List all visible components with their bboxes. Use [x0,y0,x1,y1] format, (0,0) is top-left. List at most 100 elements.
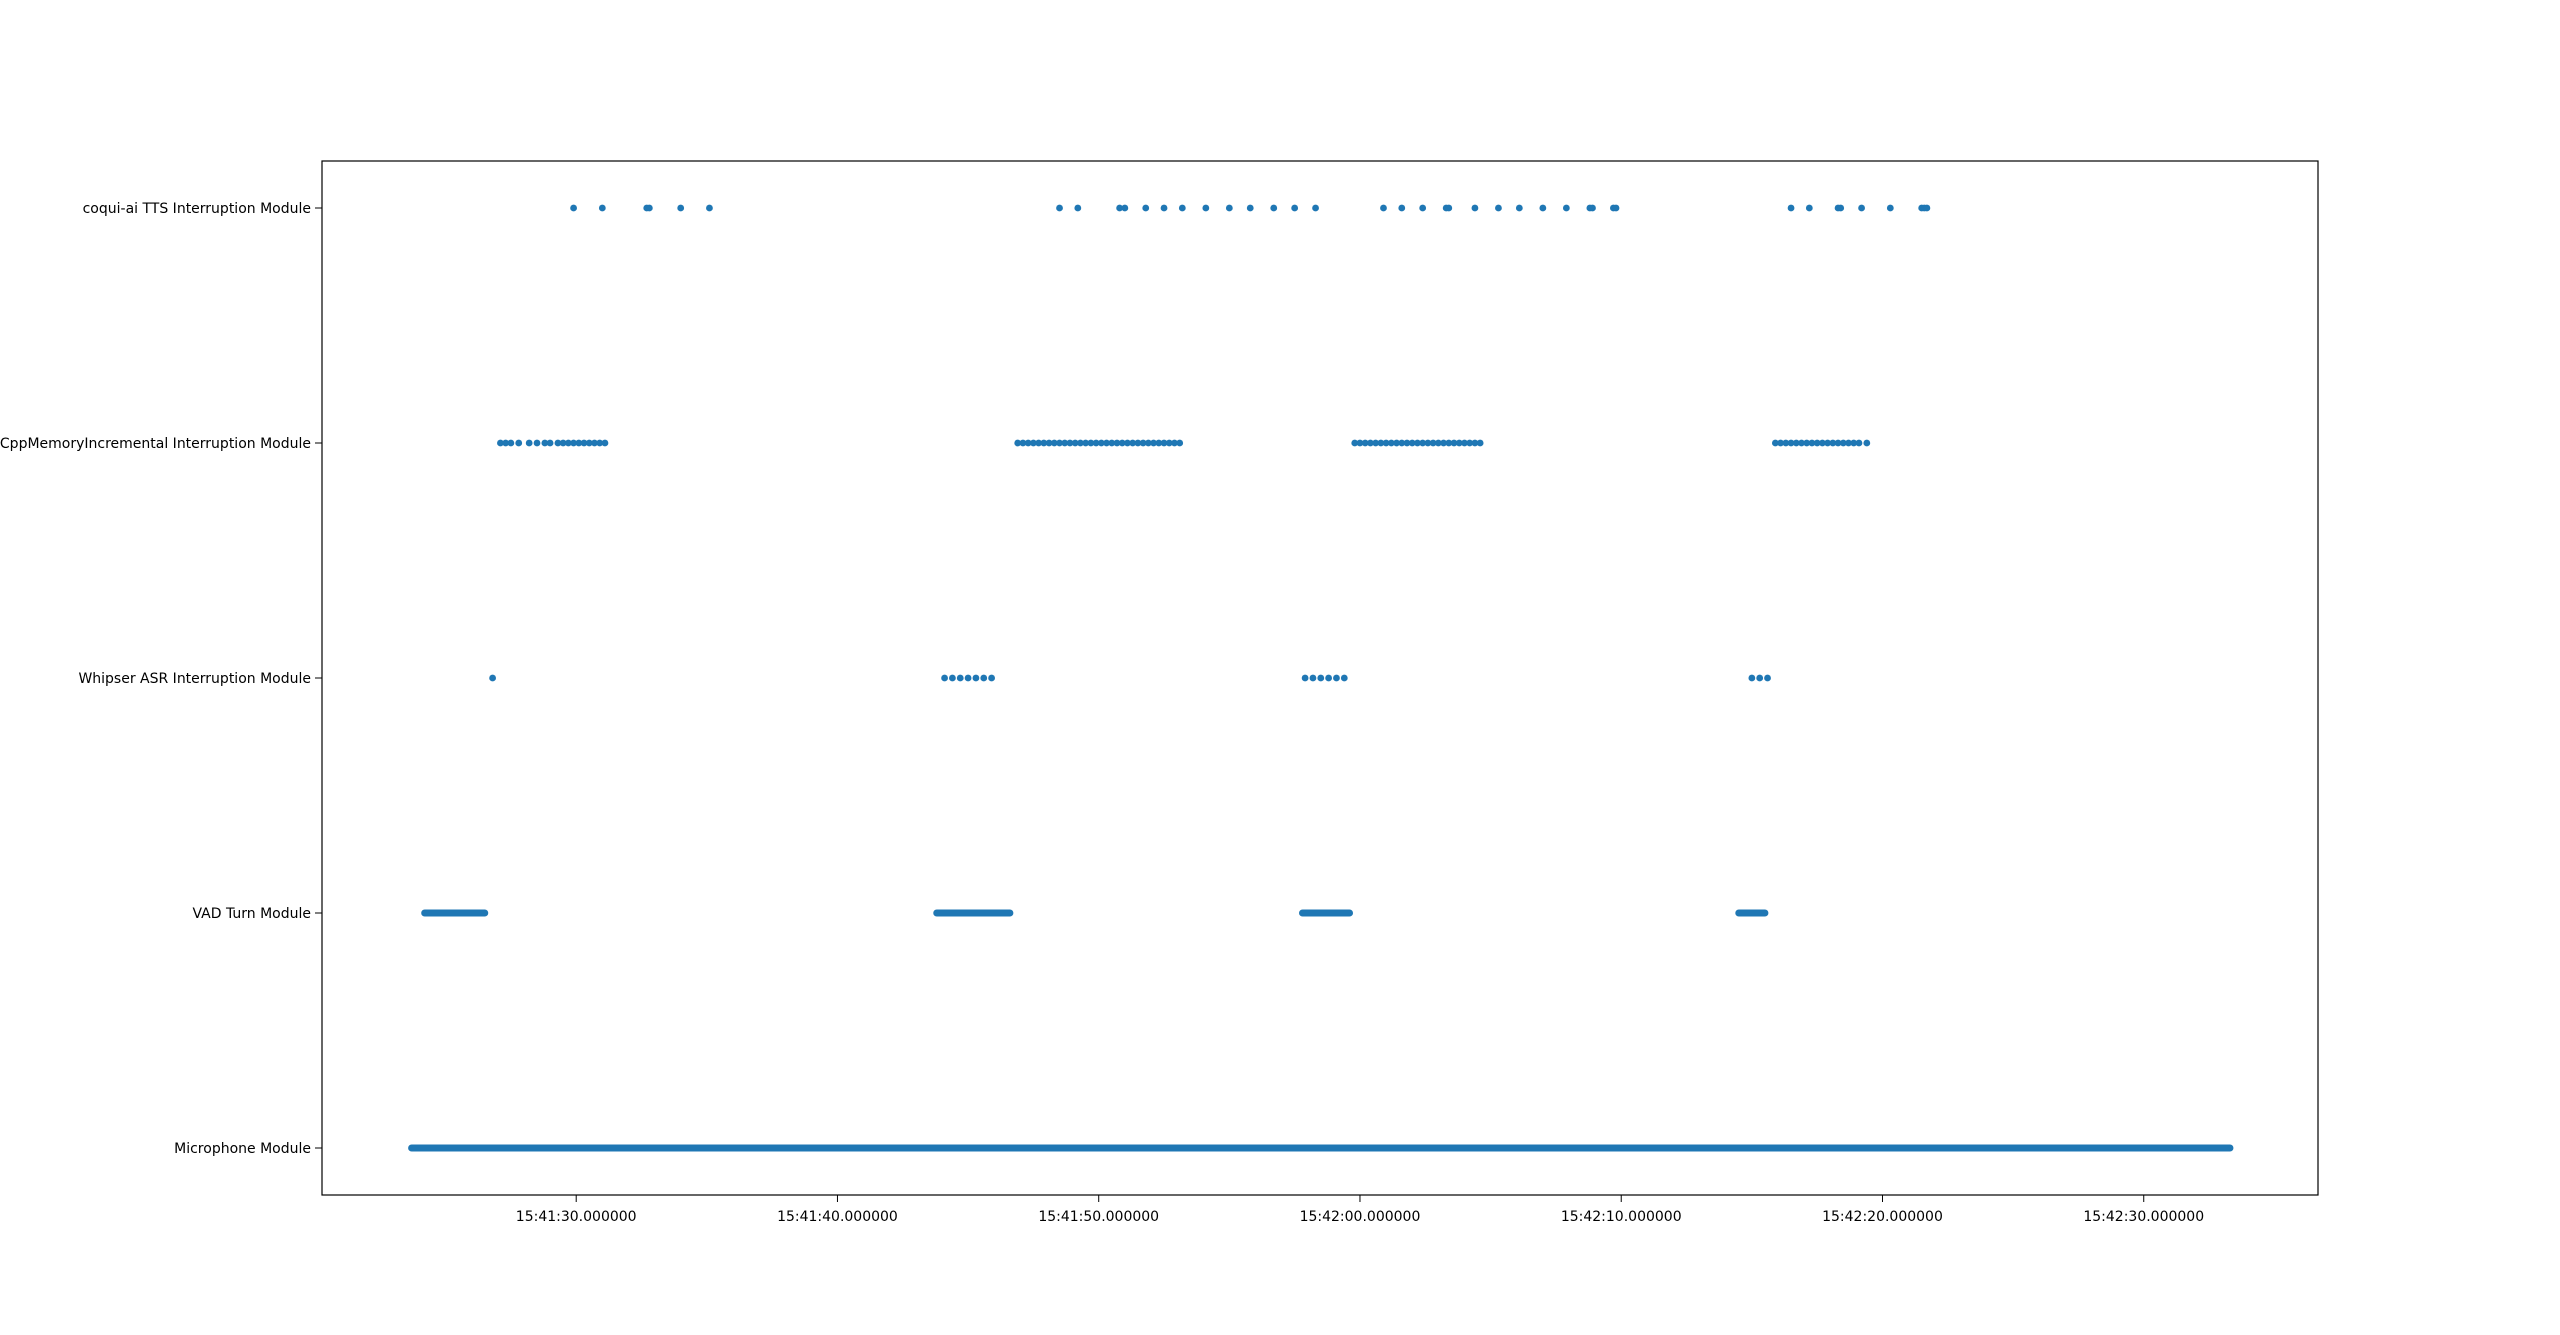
data-point [1756,674,1764,682]
data-point [1121,204,1129,212]
data-point [497,439,504,447]
y-tick-label: CppMemoryIncremental Interruption Module [0,436,311,452]
data-point [988,674,996,682]
data-point [1837,204,1845,212]
data-point [580,439,588,447]
data-point [1309,674,1317,682]
data-point [706,204,713,212]
data-point [941,674,948,682]
series-cppmemoryincremental-interruption-module [497,439,1871,447]
data-point [1748,674,1756,682]
data-point [1113,439,1121,447]
data-point [1461,439,1468,447]
data-point [1803,439,1811,447]
data-point [1317,674,1325,682]
data-point [554,439,562,447]
data-point [507,439,515,447]
data-point [1155,439,1163,447]
data-point [1858,204,1865,212]
data-point [533,439,541,447]
data-point [601,439,609,447]
data-point [1312,204,1319,212]
data-point [1056,439,1063,447]
data-point [1886,204,1894,212]
x-tick-label: 15:41:40.000000 [777,1209,898,1225]
data-point [1387,439,1395,447]
data-point [570,439,577,447]
x-tick-label: 15:42:00.000000 [1300,1209,1421,1225]
data-point [1398,204,1406,212]
data-point [1301,674,1309,682]
data-point [1225,204,1233,212]
data-point [1787,204,1795,212]
data-point [1398,439,1406,447]
data-point [1805,204,1813,212]
data-point [1351,439,1359,447]
data-point [1782,439,1790,447]
data-point [1798,439,1805,447]
data-point [1792,439,1800,447]
data-point [1764,674,1771,682]
data-point [1150,439,1157,447]
data-point [1333,674,1340,682]
data-point [1108,439,1116,447]
data-point [1777,439,1784,447]
data-point [1850,439,1858,447]
data-point [1074,204,1082,212]
data-point [1455,439,1463,447]
data-point [1434,439,1442,447]
data-point [1923,204,1931,212]
x-axis: 15:41:30.000000 15:41:40.000000 15:41:50.0… [516,1195,2204,1225]
data-point [1103,439,1110,447]
data-point [525,439,533,447]
data-point [1160,204,1168,212]
data-point [1829,439,1837,447]
x-tick-label: 15:42:10.000000 [1561,1209,1682,1225]
data-point [541,439,549,447]
y-tick-label: Microphone Module [174,1141,311,1157]
data-point [1045,439,1053,447]
data-point [1403,439,1411,447]
data-point [596,439,604,447]
data-point [1839,439,1847,447]
data-point [1270,204,1278,212]
data-point [1071,439,1079,447]
plot-area [408,204,2234,1152]
data-point [1061,439,1069,447]
y-tick-label: VAD Turn Module [192,906,311,922]
data-point [1813,439,1821,447]
data-point [1471,439,1479,447]
data-point [1097,439,1105,447]
data-point [1129,439,1137,447]
data-point [1393,439,1400,447]
data-point [1414,439,1421,447]
x-tick-label: 15:41:30.000000 [516,1209,637,1225]
data-point [1019,439,1027,447]
data-point [1419,204,1427,212]
data-point [598,204,606,212]
data-point [1087,439,1095,447]
data-point [1380,204,1387,212]
data-point [1178,204,1186,212]
data-point [1144,439,1152,447]
x-tick-label: 15:42:20.000000 [1822,1209,1943,1225]
data-point [1014,439,1022,447]
data-point [1361,439,1369,447]
data-point [1340,674,1348,682]
data-point [1445,439,1453,447]
data-point [1056,204,1063,212]
data-point [1539,204,1547,212]
data-point [956,674,964,682]
x-tick-label: 15:41:50.000000 [1038,1209,1159,1225]
data-point [1325,674,1333,682]
data-point [1515,204,1523,212]
data-point [564,439,572,447]
data-point [1771,439,1779,447]
data-point [1171,439,1178,447]
data-point [949,674,956,682]
data-point [1834,439,1842,447]
data-point [559,439,567,447]
data-point [1845,439,1852,447]
